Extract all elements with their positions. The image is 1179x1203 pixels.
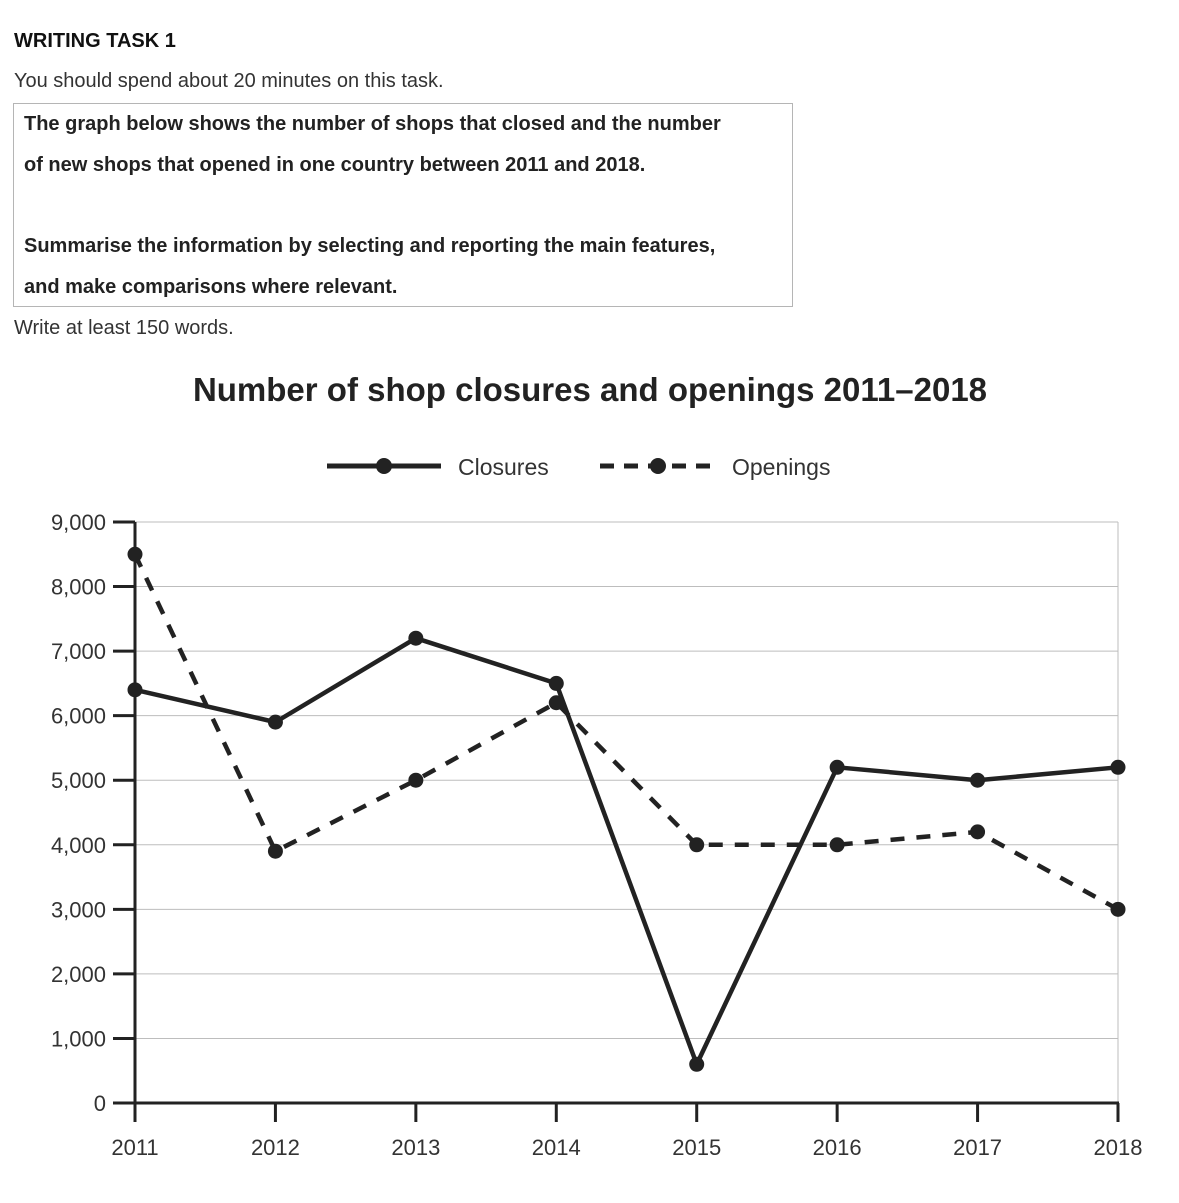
data-point-openings xyxy=(548,695,564,711)
word-count-instruction: Write at least 150 words. xyxy=(14,317,234,339)
data-point-closures xyxy=(408,630,424,646)
task-instruction: You should spend about 20 minutes on thi… xyxy=(14,70,444,92)
series-line-openings xyxy=(132,553,1120,912)
y-tick-label: 6,000 xyxy=(51,704,106,729)
legend-marker-openings xyxy=(650,458,666,474)
y-tick-label: 5,000 xyxy=(51,768,106,793)
chart-title: Number of shop closures and openings 201… xyxy=(193,371,987,408)
data-point-openings xyxy=(127,546,143,562)
x-tick-label: 2011 xyxy=(111,1135,158,1160)
legend: Closures Openings xyxy=(327,454,830,480)
x-tick-label: 2013 xyxy=(391,1135,440,1160)
x-tick-label: 2018 xyxy=(1094,1135,1143,1160)
plot-area: 0 1,000 2,000 3,000 4,000 5,000 6,000 7,000 8,00… xyxy=(51,510,1143,1160)
y-tick-label: 2,000 xyxy=(51,962,106,987)
prompt-box: The graph below shows the number of shop… xyxy=(13,103,793,307)
y-tick-label: 4,000 xyxy=(51,833,106,858)
legend-marker-closures xyxy=(376,458,392,474)
data-point-openings xyxy=(689,837,705,853)
x-tick-label: 2017 xyxy=(953,1135,1002,1160)
y-tick-label: 1,000 xyxy=(51,1026,106,1051)
prompt-line: and make comparisons where relevant. xyxy=(24,276,398,298)
data-point-openings xyxy=(829,837,845,853)
data-point-openings xyxy=(970,824,986,840)
data-point-openings xyxy=(267,843,283,859)
prompt-line: of new shops that opened in one country … xyxy=(24,154,646,176)
task-heading: WRITING TASK 1 xyxy=(14,30,176,52)
x-tick-label: 2014 xyxy=(532,1135,581,1160)
legend-label-closures: Closures xyxy=(458,454,549,480)
data-point-closures xyxy=(689,1056,705,1072)
data-point-closures xyxy=(267,714,283,730)
x-tick-label: 2016 xyxy=(813,1135,862,1160)
data-point-closures xyxy=(829,759,845,775)
y-tick-label: 9,000 xyxy=(51,510,106,535)
x-tick-label: 2015 xyxy=(672,1135,721,1160)
data-point-openings xyxy=(1110,901,1126,917)
y-tick-label: 7,000 xyxy=(51,639,106,664)
data-point-closures xyxy=(970,772,986,788)
data-point-openings xyxy=(408,772,424,788)
prompt-line: Summarise the information by selecting a… xyxy=(24,235,716,257)
x-tick-label: 2012 xyxy=(251,1135,300,1160)
data-point-closures xyxy=(127,682,143,698)
y-tick-label: 0 xyxy=(94,1091,106,1116)
y-tick-label: 8,000 xyxy=(51,575,106,600)
prompt-line: The graph below shows the number of shop… xyxy=(24,113,721,135)
legend-item-closures: Closures xyxy=(327,454,549,480)
data-point-closures xyxy=(1110,759,1126,775)
y-tick-label: 3,000 xyxy=(51,897,106,922)
data-point-closures xyxy=(548,675,564,691)
legend-item-openings: Openings xyxy=(600,454,830,480)
legend-label-openings: Openings xyxy=(732,454,830,480)
series-line-closures xyxy=(134,635,1119,1067)
